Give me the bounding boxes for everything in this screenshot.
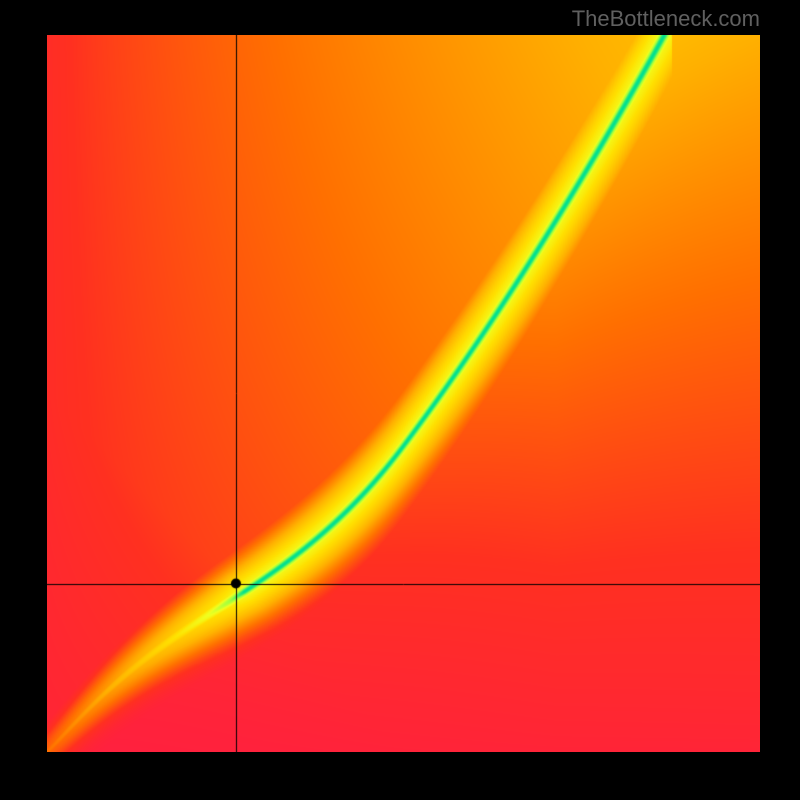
bottleneck-heatmap [47,35,760,752]
watermark-text: TheBottleneck.com [572,6,760,32]
chart-container: TheBottleneck.com [0,0,800,800]
